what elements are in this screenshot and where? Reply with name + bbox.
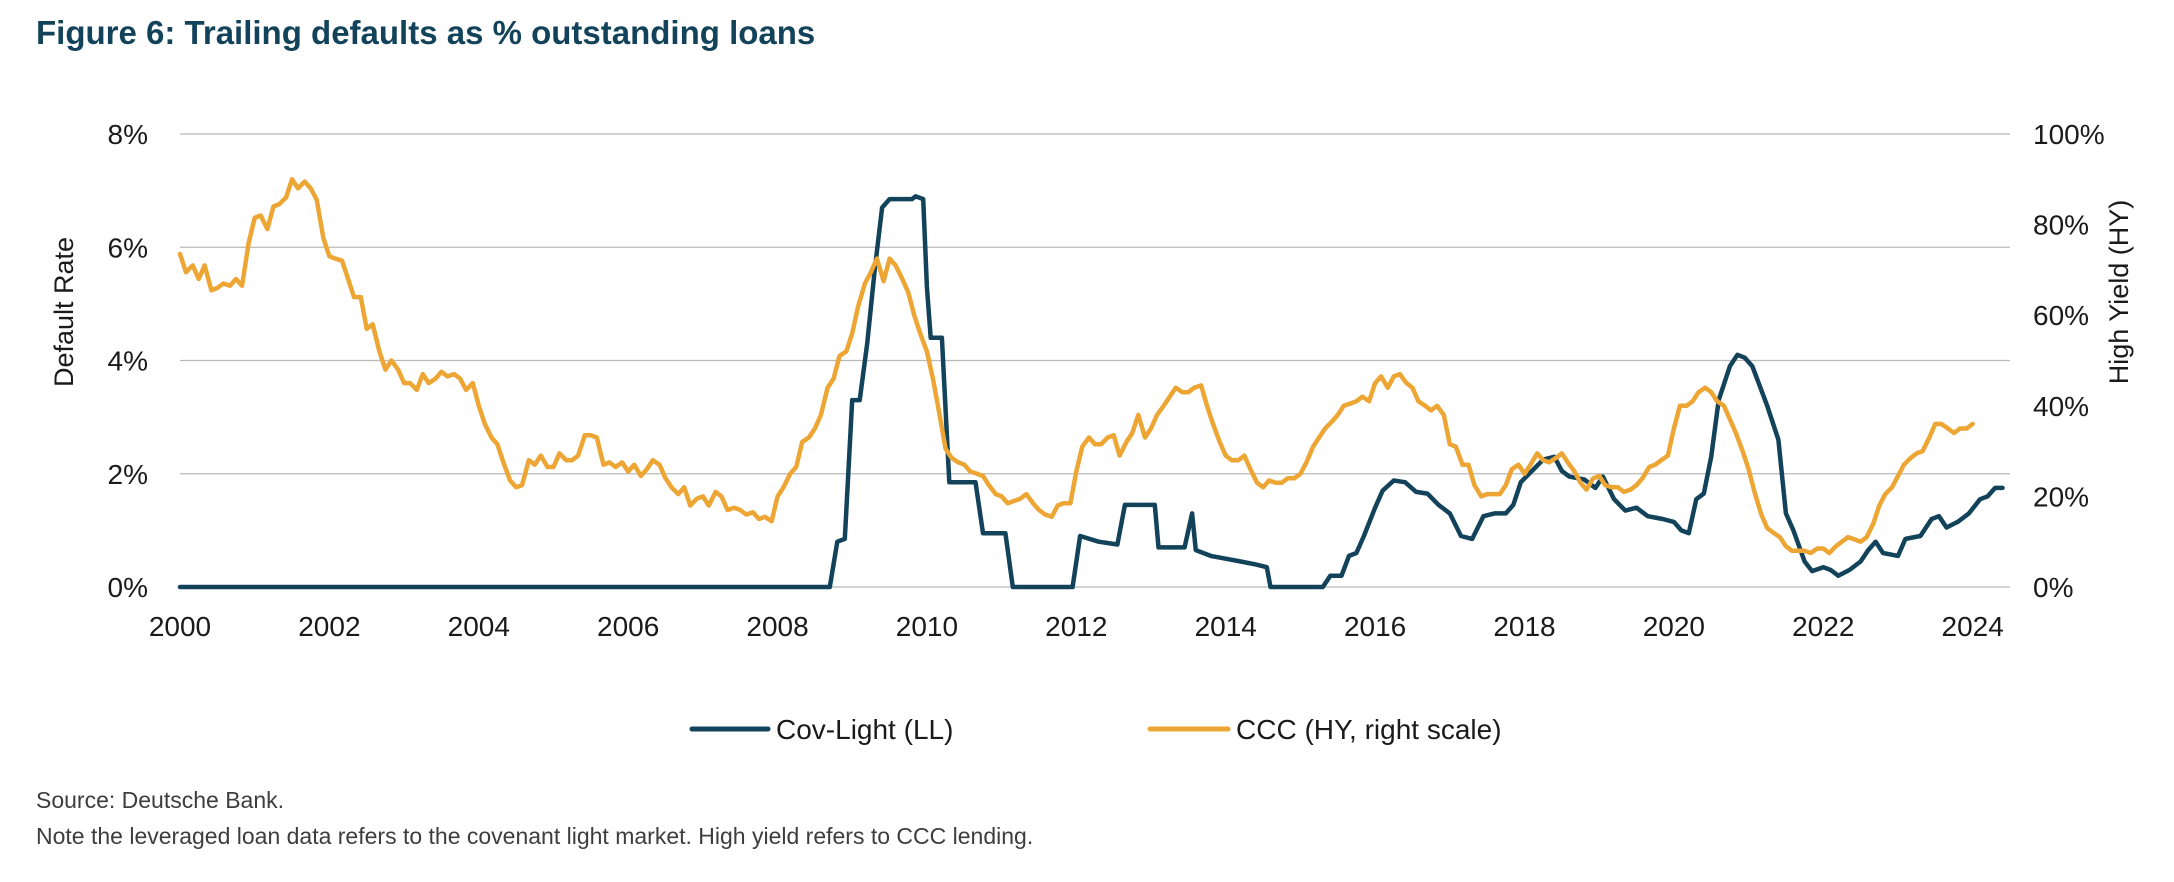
right-tick-label: 0% (2033, 572, 2073, 603)
x-tick-label: 2024 (1942, 611, 2004, 642)
x-tick-label: 2006 (597, 611, 659, 642)
x-tick-label: 2004 (448, 611, 510, 642)
chart-title: Figure 6: Trailing defaults as % outstan… (36, 14, 816, 51)
left-axis-ticks: 0% 2% 4% 6% 8% (108, 119, 148, 603)
right-tick-label: 60% (2033, 300, 2089, 331)
data-note: Note the leveraged loan data refers to t… (36, 823, 1034, 849)
right-tick-label: 20% (2033, 481, 2089, 512)
x-tick-label: 2018 (1493, 611, 1555, 642)
series-line-cov-light (177, 194, 2005, 590)
left-tick-label: 8% (108, 119, 148, 150)
x-tick-label: 2000 (149, 611, 211, 642)
x-tick-label: 2014 (1195, 611, 1257, 642)
x-axis-ticks: 2000 2002 2004 2006 2008 2010 2012 2014 2016 2018… (149, 611, 2004, 642)
left-tick-label: 4% (108, 346, 148, 377)
right-axis-title: High Yield (HY) (2104, 200, 2134, 385)
right-axis-ticks: 0% 20% 40% 60% 80% 100% (2033, 119, 2105, 603)
series-line-ccc (177, 177, 1975, 556)
x-tick-label: 2012 (1045, 611, 1107, 642)
x-tick-label: 2022 (1792, 611, 1854, 642)
right-tick-label: 40% (2033, 391, 2089, 422)
x-tick-label: 2008 (746, 611, 808, 642)
left-tick-label: 2% (108, 459, 148, 490)
footer: Source: Deutsche Bank. Note the leverage… (36, 782, 1033, 854)
legend: Cov-Light (LL) CCC (HY, right scale) (689, 714, 1502, 745)
right-tick-label: 100% (2033, 119, 2105, 150)
left-tick-label: 0% (108, 572, 148, 603)
source-note: Source: Deutsche Bank. (36, 787, 285, 813)
left-tick-label: 6% (108, 232, 148, 263)
x-tick-label: 2002 (298, 611, 360, 642)
x-tick-label: 2010 (896, 611, 958, 642)
x-tick-label: 2020 (1643, 611, 1705, 642)
right-tick-label: 80% (2033, 210, 2089, 241)
left-axis-title: Default Rate (49, 237, 79, 387)
series-lines (177, 177, 2005, 590)
x-tick-label: 2016 (1344, 611, 1406, 642)
legend-label: Cov-Light (LL) (776, 714, 953, 745)
legend-label: CCC (HY, right scale) (1236, 714, 1502, 745)
